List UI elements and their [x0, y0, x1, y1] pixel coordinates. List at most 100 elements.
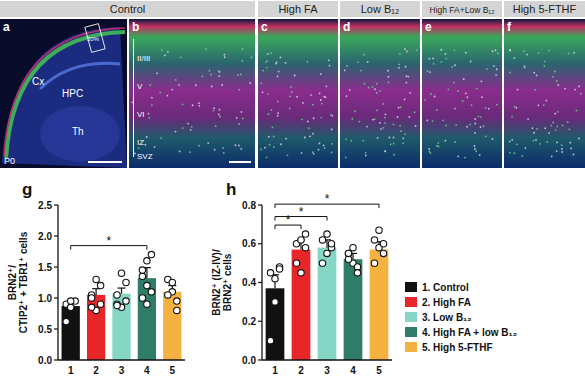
- cell: [474, 123, 476, 125]
- image: [504, 19, 585, 168]
- cell: [277, 75, 279, 77]
- cell: [241, 60, 243, 62]
- cell: [480, 80, 482, 82]
- cell: [182, 127, 184, 129]
- cell: [271, 109, 273, 111]
- cell: [345, 157, 347, 159]
- panel-letter: f: [507, 20, 512, 34]
- panel-letter: e: [425, 20, 432, 34]
- cell: [432, 120, 434, 122]
- cell: [556, 142, 558, 144]
- cell: [548, 132, 550, 134]
- bar: [344, 259, 363, 360]
- cell: [465, 92, 467, 94]
- layer-label: V: [137, 82, 143, 91]
- cell: [445, 58, 447, 60]
- data-point: [68, 298, 74, 304]
- cell: [266, 156, 268, 158]
- significance-label: *: [106, 234, 111, 248]
- cell: [580, 93, 582, 95]
- cell: [198, 105, 200, 107]
- cell: [278, 71, 280, 73]
- cell: [266, 60, 268, 62]
- cell: [313, 117, 315, 119]
- cell: [429, 152, 431, 154]
- layer-label: II/III: [137, 54, 150, 63]
- cell: [513, 57, 515, 59]
- cell: [399, 53, 401, 55]
- data-point: [144, 258, 150, 264]
- cell: [568, 53, 570, 55]
- panel-letter: h: [226, 180, 236, 199]
- significance-label: *: [299, 205, 304, 219]
- cell: [178, 84, 180, 86]
- cell: [495, 49, 497, 51]
- data-point: [324, 231, 330, 237]
- cell: [277, 101, 279, 103]
- cell: [429, 71, 431, 73]
- error-stem: [326, 240, 327, 248]
- cell: [358, 121, 360, 123]
- cell: [222, 147, 224, 149]
- cell: [532, 127, 534, 129]
- cell: [273, 146, 275, 148]
- cell: [486, 68, 488, 70]
- cell: [470, 61, 472, 63]
- data-point: [328, 241, 334, 247]
- cell: [365, 152, 367, 154]
- cell: [325, 96, 327, 98]
- cell: [213, 107, 215, 109]
- cell: [561, 144, 563, 146]
- cell: [523, 65, 525, 67]
- y-tick-label: 2.0: [38, 231, 52, 242]
- cell: [480, 116, 482, 118]
- cell: [567, 121, 569, 123]
- cell: [476, 88, 478, 90]
- data-point: [97, 282, 103, 288]
- x-tick-label: 3: [119, 365, 125, 376]
- cell: [296, 96, 298, 98]
- cell: [329, 65, 331, 67]
- cell: [457, 90, 459, 92]
- cell: [552, 122, 554, 124]
- cell: [242, 48, 244, 50]
- cell: [221, 84, 223, 86]
- error-stem: [95, 289, 96, 295]
- cell: [265, 61, 267, 63]
- cell: [289, 95, 291, 97]
- cell: [374, 118, 376, 120]
- cell: [240, 148, 242, 150]
- y-axis: [57, 205, 58, 360]
- cell: [148, 113, 150, 115]
- cell: [447, 88, 449, 90]
- legend-label: 2. High FA: [422, 297, 471, 308]
- cell: [564, 88, 566, 90]
- cell: [238, 89, 240, 91]
- cell: [569, 142, 571, 144]
- cell: [260, 148, 262, 150]
- cell: [344, 69, 346, 71]
- age-label: P0: [4, 156, 15, 166]
- cell: [364, 83, 366, 85]
- cell: [285, 62, 287, 64]
- cell: [555, 129, 557, 131]
- cell: [537, 104, 539, 106]
- cell: [548, 50, 550, 52]
- cell: [285, 138, 287, 140]
- cell: [269, 144, 271, 146]
- error-stem: [352, 253, 353, 259]
- cell: [497, 52, 499, 54]
- brain: [2, 27, 127, 168]
- cell: [496, 104, 498, 106]
- cell: [219, 109, 221, 111]
- cell: [427, 70, 429, 72]
- inset-box: [85, 24, 105, 53]
- cell: [574, 89, 576, 91]
- cell: [398, 63, 400, 65]
- cell: [198, 145, 200, 147]
- scale-bar: [88, 161, 122, 163]
- cell: [367, 61, 369, 63]
- cell: [384, 150, 386, 152]
- cell: [180, 57, 182, 59]
- cell: [368, 87, 370, 89]
